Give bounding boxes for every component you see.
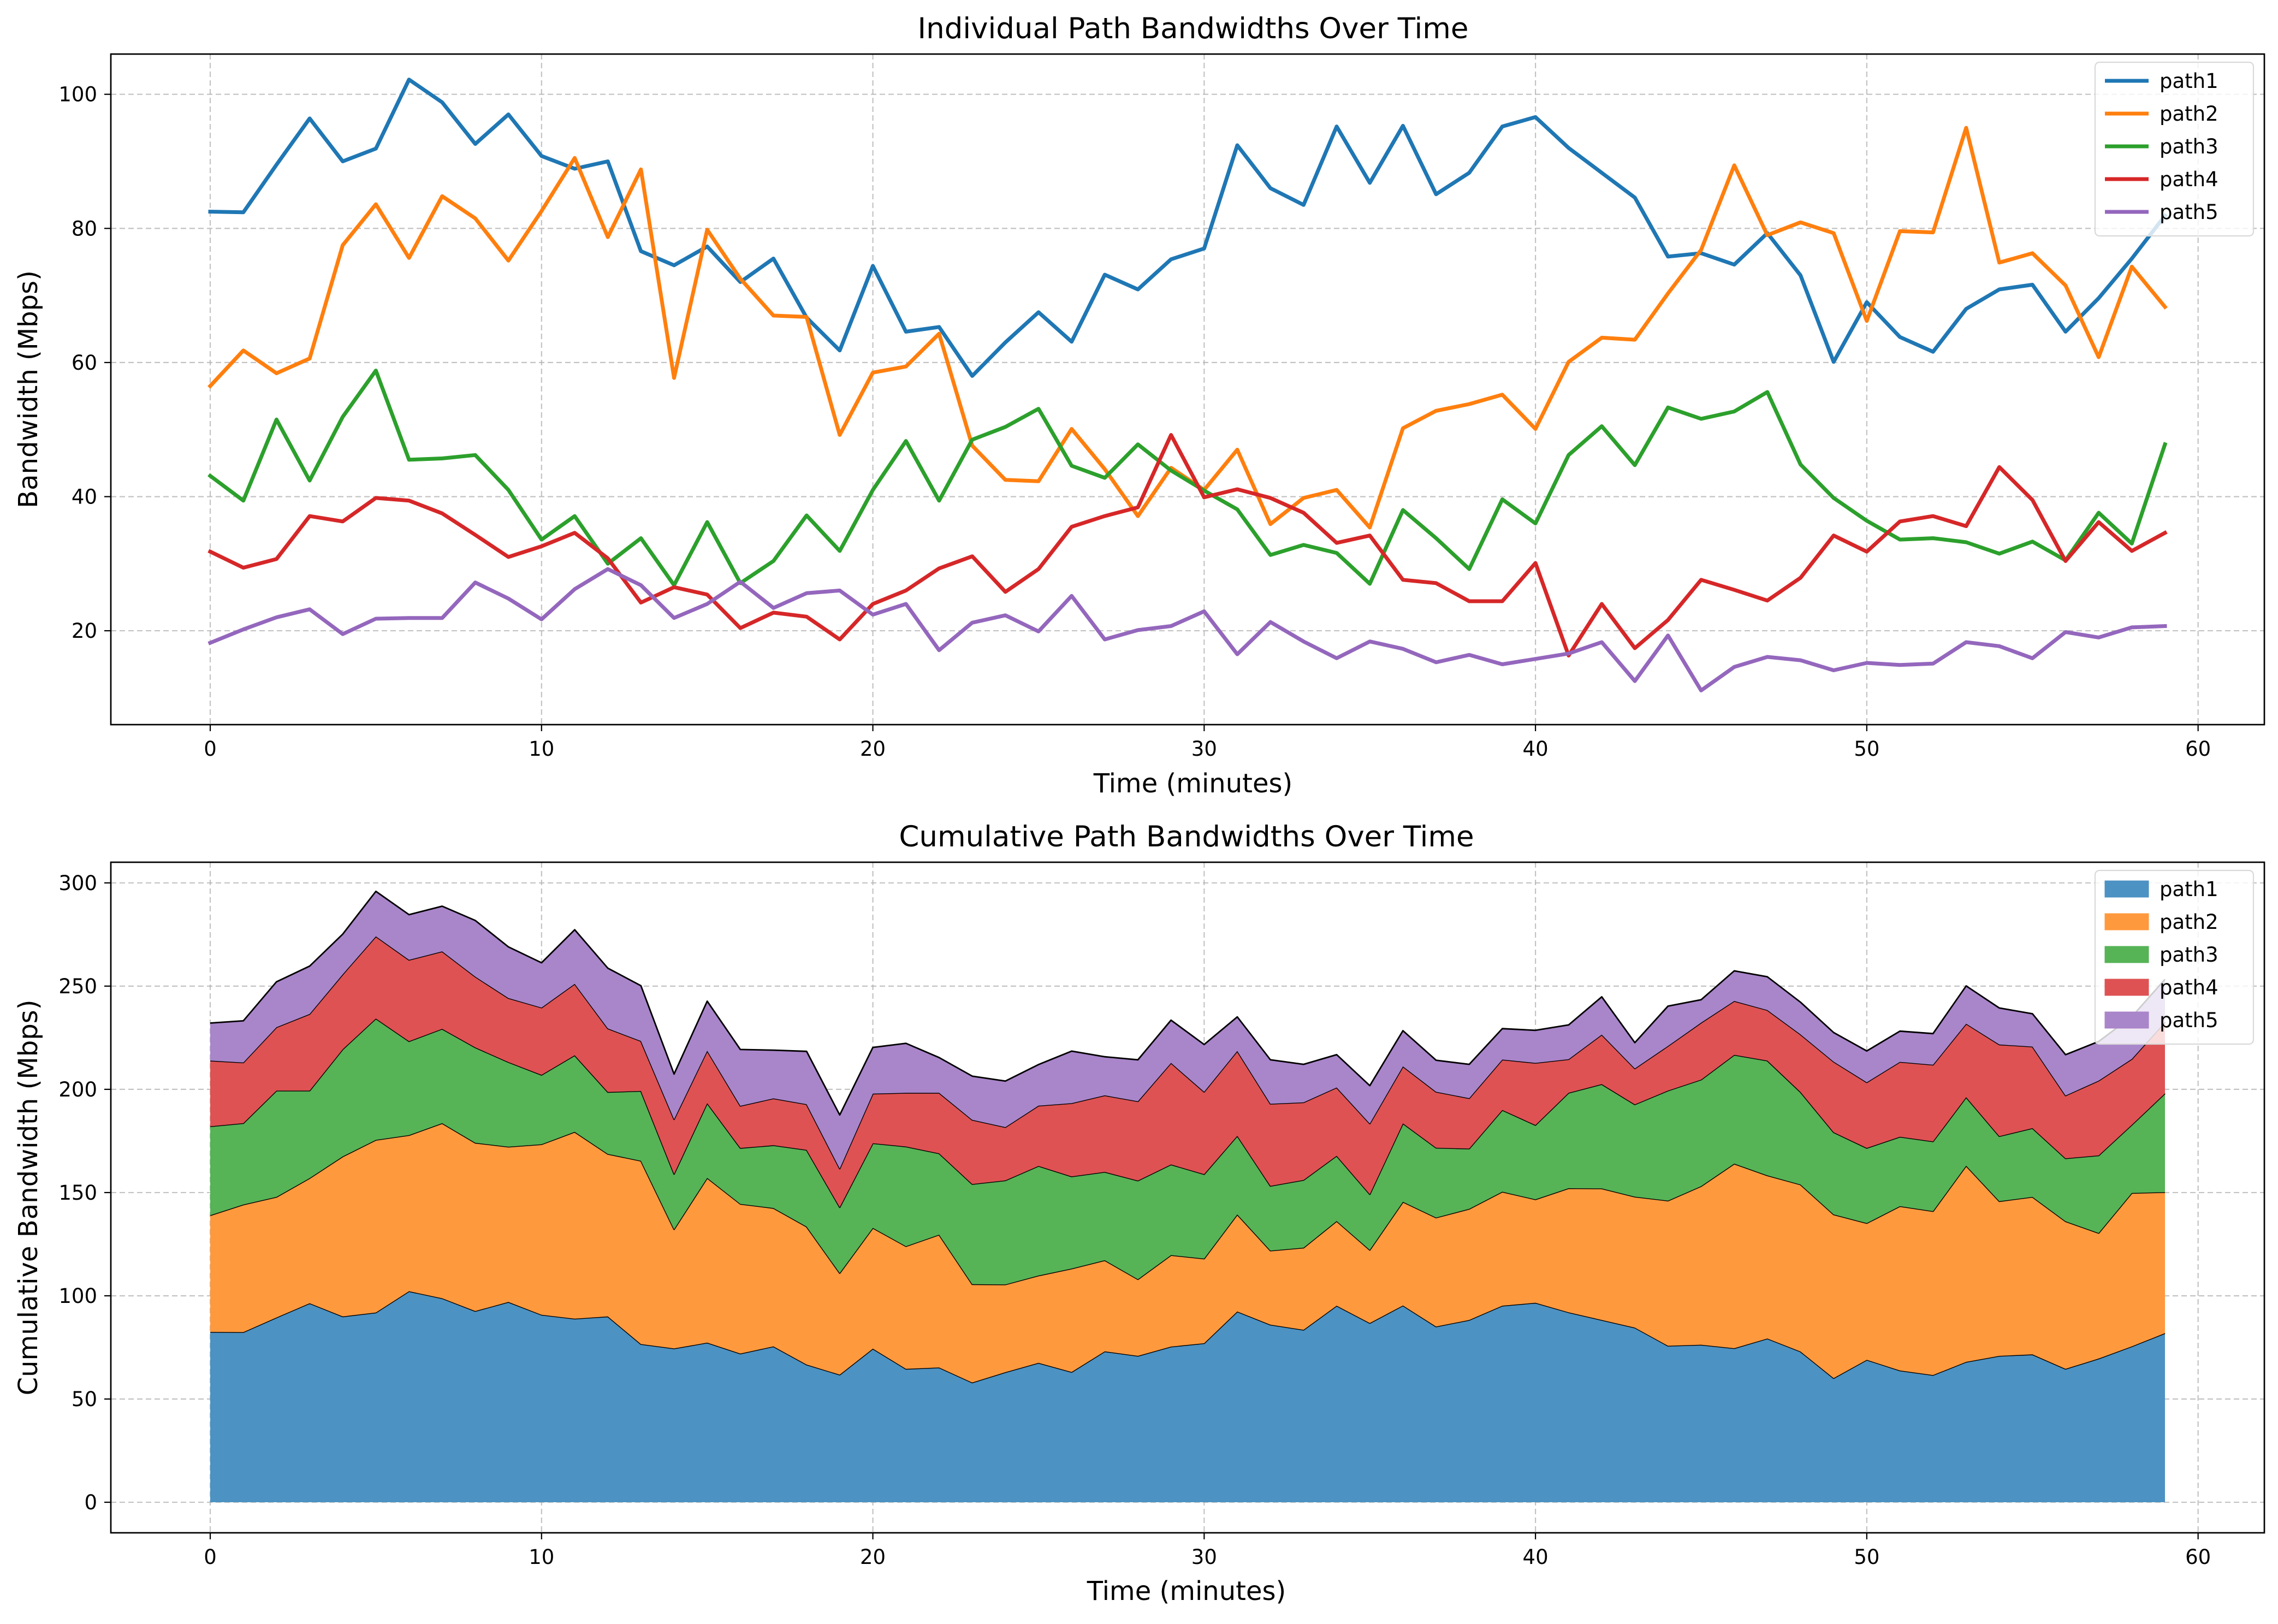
x-ticks: 0 10 20 30 40 50 60 xyxy=(204,725,2211,761)
series-lines xyxy=(207,78,2168,692)
plot-frame xyxy=(110,53,2265,726)
x-tick-label: 40 xyxy=(1523,737,1549,761)
y-tick-label: 20 xyxy=(72,619,97,643)
y-tick-label: 0 xyxy=(84,1491,97,1514)
y-axis-label: Cumulative Bandwidth (Mbps) xyxy=(13,1000,44,1396)
legend-swatch xyxy=(2104,979,2149,996)
legend-label: path2 xyxy=(2160,102,2218,126)
legend-label: path2 xyxy=(2160,910,2218,934)
legend: path1 path2 path3 path4 path5 xyxy=(2094,61,2255,237)
legend-label: path1 xyxy=(2160,878,2218,901)
individual-bandwidth-chart: Individual Path Bandwidths Over Time 0 10… xyxy=(13,12,2265,799)
area-path2 xyxy=(210,1123,2165,1383)
y-tick-label: 200 xyxy=(58,1078,97,1101)
series-areas xyxy=(210,890,2166,1502)
area-path4 xyxy=(210,936,2165,1207)
legend-label: path4 xyxy=(2160,168,2218,191)
x-tick-label: 10 xyxy=(529,1545,554,1569)
legend-swatch xyxy=(2104,880,2149,898)
x-tick-label: 20 xyxy=(860,737,886,761)
x-tick-label: 40 xyxy=(1523,1545,1549,1569)
y-tick-label: 80 xyxy=(72,217,97,240)
series-line-path5 xyxy=(207,567,2167,692)
area-path1 xyxy=(210,1291,2165,1502)
x-tick-label: 60 xyxy=(2185,1545,2211,1569)
series-line-path3 xyxy=(207,369,2168,588)
legend-label: path3 xyxy=(2160,135,2218,158)
legend-swatch xyxy=(2104,913,2149,930)
y-tick-label: 300 xyxy=(58,872,97,895)
chart-title: Cumulative Path Bandwidths Over Time xyxy=(899,820,1474,854)
area-path5 xyxy=(210,891,2165,1169)
legend-label: path5 xyxy=(2160,1009,2218,1032)
x-tick-label: 20 xyxy=(860,1545,886,1569)
x-tick-label: 50 xyxy=(1854,737,1879,761)
legend-label: path1 xyxy=(2160,69,2218,93)
cumulative-bandwidth-chart: Cumulative Path Bandwidths Over Time 0 10… xyxy=(13,820,2265,1607)
series-line-path1 xyxy=(208,78,2168,378)
y-axis-label: Bandwidth (Mbps) xyxy=(13,270,44,508)
x-tick-label: 0 xyxy=(204,1545,217,1569)
y-tick-label: 150 xyxy=(58,1181,97,1205)
legend-label: path3 xyxy=(2160,943,2218,967)
y-tick-label: 100 xyxy=(58,83,97,106)
x-tick-label: 60 xyxy=(2185,737,2211,761)
series-line-path4 xyxy=(207,433,2168,657)
x-tick-label: 10 xyxy=(529,737,554,761)
area-edge-path5 xyxy=(210,890,2166,1116)
legend-frame xyxy=(2094,61,2255,237)
x-tick-label: 30 xyxy=(1191,737,1217,761)
grid xyxy=(111,54,2264,725)
legend-label: path4 xyxy=(2160,976,2218,999)
y-tick-label: 50 xyxy=(72,1388,97,1411)
x-tick-label: 50 xyxy=(1854,1545,1879,1569)
legend: path1 path2 path3 path4 path5 xyxy=(2094,869,2255,1045)
legend-label: path5 xyxy=(2160,200,2218,224)
y-tick-label: 40 xyxy=(72,485,97,508)
area-path3 xyxy=(210,1018,2165,1285)
x-ticks: 0 10 20 30 40 50 60 xyxy=(204,1533,2211,1569)
x-tick-label: 30 xyxy=(1191,1545,1217,1569)
y-tick-label: 100 xyxy=(58,1284,97,1308)
chart-title: Individual Path Bandwidths Over Time xyxy=(918,12,1469,45)
y-ticks: 20 40 60 80 100 xyxy=(58,83,111,643)
x-tick-label: 0 xyxy=(204,737,217,761)
y-ticks: 0 50 100 150 200 250 300 xyxy=(58,872,111,1514)
x-axis-label: Time (minutes) xyxy=(1093,768,1292,799)
y-tick-label: 250 xyxy=(58,975,97,998)
plot-frame xyxy=(110,861,2265,1534)
x-axis-label: Time (minutes) xyxy=(1087,1576,1286,1607)
legend-swatch xyxy=(2104,946,2149,963)
legend-swatch xyxy=(2104,1011,2149,1029)
y-tick-label: 60 xyxy=(72,351,97,375)
